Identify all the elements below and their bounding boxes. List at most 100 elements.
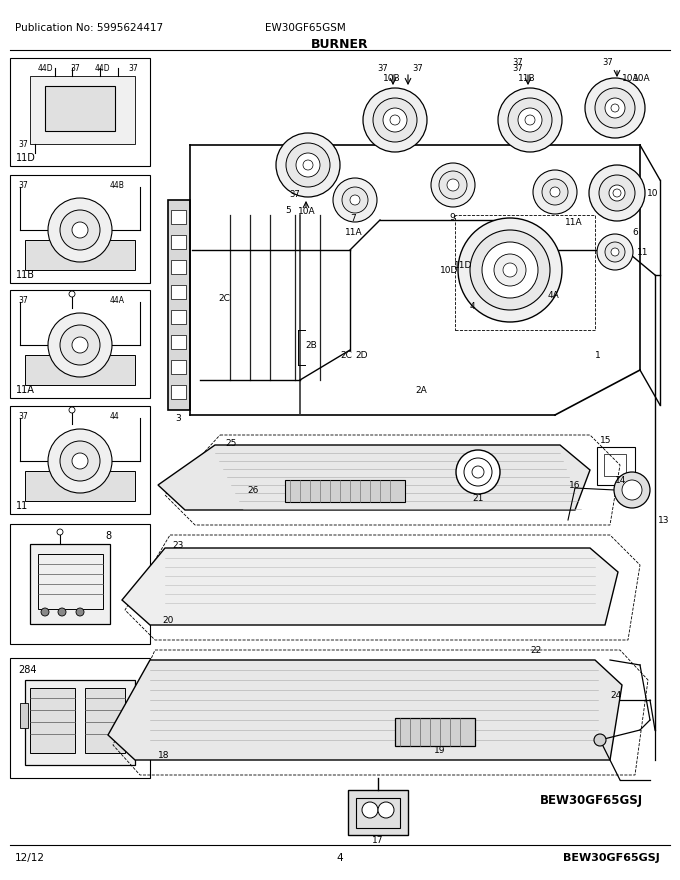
Circle shape xyxy=(303,160,313,170)
Text: 10D: 10D xyxy=(440,266,458,275)
Circle shape xyxy=(542,179,568,205)
Circle shape xyxy=(611,104,619,112)
Circle shape xyxy=(447,179,459,191)
Text: 11A: 11A xyxy=(565,217,583,226)
Circle shape xyxy=(611,248,619,256)
Text: 4: 4 xyxy=(337,853,343,863)
Circle shape xyxy=(48,313,112,377)
Circle shape xyxy=(613,189,621,197)
Bar xyxy=(30,76,135,144)
Text: 18: 18 xyxy=(158,751,169,759)
Bar xyxy=(10,58,150,166)
Text: 4A: 4A xyxy=(548,290,560,299)
Text: 11D: 11D xyxy=(16,153,36,163)
Bar xyxy=(10,406,150,514)
Circle shape xyxy=(470,230,550,310)
Circle shape xyxy=(533,170,577,214)
Circle shape xyxy=(525,115,535,125)
Text: 1: 1 xyxy=(595,350,600,360)
Text: 26: 26 xyxy=(247,486,258,495)
Text: 37: 37 xyxy=(512,57,523,67)
Bar xyxy=(597,447,635,485)
Circle shape xyxy=(41,608,49,616)
Circle shape xyxy=(378,802,394,818)
Text: Publication No: 5995624417: Publication No: 5995624417 xyxy=(15,23,163,33)
Bar xyxy=(171,235,186,249)
Bar xyxy=(20,703,28,728)
Bar xyxy=(171,310,186,324)
Text: 7: 7 xyxy=(350,214,356,223)
Text: 8: 8 xyxy=(105,531,111,541)
Text: 3: 3 xyxy=(175,414,181,422)
Text: 25: 25 xyxy=(225,438,237,448)
Circle shape xyxy=(69,407,75,413)
Bar xyxy=(171,335,186,349)
Circle shape xyxy=(594,734,606,746)
Circle shape xyxy=(595,88,635,128)
Text: 16: 16 xyxy=(569,480,581,489)
Circle shape xyxy=(57,529,63,535)
Text: 10A: 10A xyxy=(622,74,640,83)
Text: 15: 15 xyxy=(600,436,611,444)
Circle shape xyxy=(498,88,562,152)
Text: 21: 21 xyxy=(473,494,483,502)
Bar xyxy=(45,86,115,131)
Bar xyxy=(10,175,150,283)
Text: 37: 37 xyxy=(512,63,523,72)
Text: BURNER: BURNER xyxy=(311,38,369,50)
Text: BEW30GF65GSJ: BEW30GF65GSJ xyxy=(540,794,643,806)
Bar xyxy=(171,285,186,299)
Bar xyxy=(455,215,595,330)
Circle shape xyxy=(622,480,642,500)
Bar xyxy=(285,480,405,502)
Text: BEW30GF65GSJ: BEW30GF65GSJ xyxy=(563,853,660,863)
Circle shape xyxy=(614,472,650,508)
Text: 37: 37 xyxy=(18,180,28,189)
Circle shape xyxy=(494,254,526,286)
Circle shape xyxy=(503,263,517,277)
Bar xyxy=(171,360,186,374)
Text: 37: 37 xyxy=(18,412,28,421)
Text: 44D: 44D xyxy=(38,63,54,72)
Text: 44B: 44B xyxy=(110,180,125,189)
Bar xyxy=(10,524,150,644)
Text: 6: 6 xyxy=(632,228,638,237)
Text: 10: 10 xyxy=(647,188,658,197)
Bar xyxy=(85,688,125,753)
Bar xyxy=(38,554,103,609)
Circle shape xyxy=(69,291,75,297)
Circle shape xyxy=(439,171,467,199)
Text: 5: 5 xyxy=(285,206,291,215)
Text: 37: 37 xyxy=(602,57,613,67)
Circle shape xyxy=(48,198,112,262)
Text: 11B: 11B xyxy=(518,74,536,83)
Text: 19: 19 xyxy=(435,745,446,754)
Bar xyxy=(356,798,400,828)
Circle shape xyxy=(58,608,66,616)
Polygon shape xyxy=(122,548,618,625)
Circle shape xyxy=(48,429,112,493)
Circle shape xyxy=(597,234,633,270)
Circle shape xyxy=(342,187,368,213)
Text: 2B: 2B xyxy=(305,341,317,349)
Circle shape xyxy=(373,98,417,142)
Text: 2A: 2A xyxy=(415,385,427,394)
Text: 284: 284 xyxy=(18,665,37,675)
Text: 37: 37 xyxy=(412,63,423,72)
Circle shape xyxy=(76,608,84,616)
Circle shape xyxy=(599,175,635,211)
Circle shape xyxy=(605,242,625,262)
Text: 11D: 11D xyxy=(454,260,473,269)
Text: 24: 24 xyxy=(610,691,622,700)
Circle shape xyxy=(60,325,100,365)
Text: 13: 13 xyxy=(658,516,670,524)
Bar xyxy=(171,385,186,399)
Text: 44A: 44A xyxy=(110,296,125,304)
Text: 11A: 11A xyxy=(16,385,35,395)
Text: 9: 9 xyxy=(449,212,455,222)
Bar xyxy=(25,240,135,270)
Text: 11: 11 xyxy=(16,501,29,511)
Circle shape xyxy=(472,466,484,478)
Circle shape xyxy=(390,115,400,125)
Bar xyxy=(10,290,150,398)
